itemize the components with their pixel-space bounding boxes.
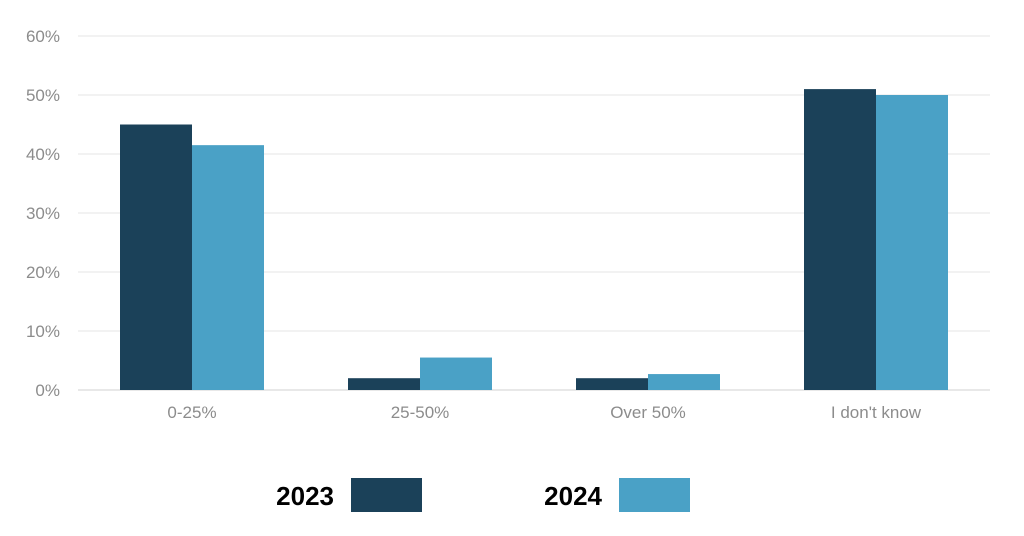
- y-tick-label: 60%: [26, 27, 60, 46]
- y-tick-label: 40%: [26, 145, 60, 164]
- bar-2024-2: [648, 374, 720, 390]
- y-tick-label: 10%: [26, 322, 60, 341]
- legend-swatch-2023: [351, 478, 422, 512]
- x-axis-ticks: 0-25% 25-50% Over 50% I don't know: [167, 403, 921, 422]
- bars: [120, 89, 948, 390]
- bar-2023-3: [804, 89, 876, 390]
- y-tick-label: 20%: [26, 263, 60, 282]
- y-tick-label: 0%: [35, 381, 60, 400]
- y-tick-label: 50%: [26, 86, 60, 105]
- bar-2023-1: [348, 378, 420, 390]
- bar-2024-1: [420, 357, 492, 390]
- bar-2023-2: [576, 378, 648, 390]
- bar-2024-3: [876, 95, 948, 390]
- legend-label-2024: 2024: [544, 481, 602, 511]
- y-tick-label: 30%: [26, 204, 60, 223]
- bar-2023-0: [120, 124, 192, 390]
- x-tick-label: I don't know: [831, 403, 922, 422]
- legend-label-2023: 2023: [276, 481, 334, 511]
- y-axis-ticks: 0% 10% 20% 30% 40% 50% 60%: [26, 27, 60, 400]
- x-tick-label: Over 50%: [610, 403, 686, 422]
- bar-2024-0: [192, 145, 264, 390]
- x-tick-label: 25-50%: [391, 403, 450, 422]
- legend-swatch-2024: [619, 478, 690, 512]
- legend: 2023 2024: [276, 478, 690, 512]
- x-tick-label: 0-25%: [167, 403, 216, 422]
